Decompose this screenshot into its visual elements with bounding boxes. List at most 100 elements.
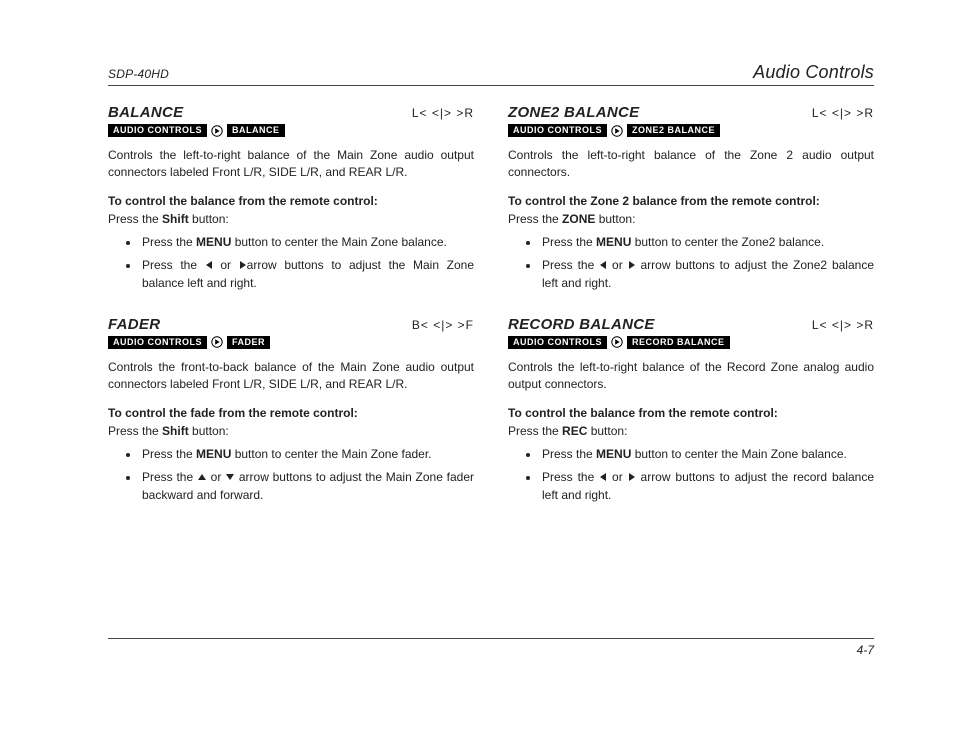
page-footer: 4-7 — [108, 638, 874, 657]
list-item: Press the MENU button to center the Zone… — [540, 234, 874, 251]
b1-pre: Press the — [542, 447, 596, 461]
press-pre: Press the — [508, 424, 562, 438]
press-line: Press the Shift button: — [108, 212, 474, 226]
section-zone2: ZONE2 BALANCE L< <|> >R AUDIO CONTROLS Z… — [508, 104, 874, 292]
b1-post: button to center the Zone2 balance. — [631, 235, 824, 249]
crumb-arrow-icon — [211, 125, 223, 137]
list-item: Press the MENU button to center the Main… — [140, 446, 474, 463]
arrow-left-icon — [600, 261, 606, 269]
b1-btn: MENU — [596, 235, 631, 249]
press-post: button: — [189, 424, 229, 438]
press-pre: Press the — [108, 424, 162, 438]
arrow-left-icon — [206, 261, 212, 269]
arrow-right-icon — [629, 473, 635, 481]
arrow-up-icon — [198, 474, 206, 480]
section-desc: Controls the left-to-right balance of th… — [108, 147, 474, 182]
list-item: Press the or arrow buttons to adjust the… — [140, 257, 474, 292]
range-indicator: L< <|> >R — [812, 318, 874, 332]
list-item: Press the MENU button to center the Main… — [140, 234, 474, 251]
columns: BALANCE L< <|> >R AUDIO CONTROLS BALANCE… — [108, 104, 874, 528]
press-post: button: — [587, 424, 627, 438]
section-record: RECORD BALANCE L< <|> >R AUDIO CONTROLS … — [508, 316, 874, 504]
section-desc: Controls the left-to-right balance of th… — [508, 147, 874, 182]
section-title: BALANCE — [108, 104, 183, 121]
bullet-list: Press the MENU button to center the Main… — [508, 446, 874, 504]
crumb-leaf: RECORD BALANCE — [627, 336, 730, 349]
section-title: RECORD BALANCE — [508, 316, 655, 333]
section-balance: BALANCE L< <|> >R AUDIO CONTROLS BALANCE… — [108, 104, 474, 292]
crumb-root: AUDIO CONTROLS — [508, 124, 607, 137]
arrow-right-icon — [240, 261, 246, 269]
range-indicator: L< <|> >R — [812, 106, 874, 120]
crumb-arrow-icon — [211, 336, 223, 348]
page-header: SDP-40HD Audio Controls — [108, 62, 874, 86]
b2-mid: or — [213, 258, 239, 272]
b2-mid: or — [207, 470, 225, 484]
press-line: Press the ZONE button: — [508, 212, 874, 226]
press-pre: Press the — [508, 212, 562, 226]
page-number: 4-7 — [857, 643, 874, 657]
breadcrumb: AUDIO CONTROLS RECORD BALANCE — [508, 336, 874, 349]
left-column: BALANCE L< <|> >R AUDIO CONTROLS BALANCE… — [108, 104, 474, 528]
list-item: Press the or arrow buttons to adjust the… — [540, 469, 874, 504]
section-head: RECORD BALANCE L< <|> >R — [508, 316, 874, 333]
section-fader: FADER B< <|> >F AUDIO CONTROLS FADER Con… — [108, 316, 474, 504]
breadcrumb: AUDIO CONTROLS FADER — [108, 336, 474, 349]
b2-mid: or — [607, 258, 627, 272]
breadcrumb: AUDIO CONTROLS BALANCE — [108, 124, 474, 137]
crumb-root: AUDIO CONTROLS — [108, 124, 207, 137]
bullet-list: Press the MENU button to center the Main… — [108, 446, 474, 504]
section-title: ZONE2 BALANCE — [508, 104, 639, 121]
section-subhead: To control the fade from the remote cont… — [108, 406, 474, 420]
section-head: ZONE2 BALANCE L< <|> >R — [508, 104, 874, 121]
range-indicator: B< <|> >F — [412, 318, 474, 332]
page: SDP-40HD Audio Controls BALANCE L< <|> >… — [0, 0, 954, 697]
press-btn: ZONE — [562, 212, 595, 226]
press-btn: Shift — [162, 424, 189, 438]
b1-btn: MENU — [596, 447, 631, 461]
press-line: Press the Shift button: — [108, 424, 474, 438]
crumb-leaf: FADER — [227, 336, 270, 349]
b2-pre: Press the — [142, 470, 197, 484]
section-subhead: To control the balance from the remote c… — [108, 194, 474, 208]
crumb-arrow-icon — [611, 125, 623, 137]
bullet-list: Press the MENU button to center the Zone… — [508, 234, 874, 292]
b1-post: button to center the Main Zone fader. — [231, 447, 431, 461]
list-item: Press the or arrow buttons to adjust the… — [540, 257, 874, 292]
section-subhead: To control the balance from the remote c… — [508, 406, 874, 420]
b1-pre: Press the — [542, 235, 596, 249]
b2-pre: Press the — [542, 470, 599, 484]
breadcrumb: AUDIO CONTROLS ZONE2 BALANCE — [508, 124, 874, 137]
b1-post: button to center the Main Zone balance. — [231, 235, 446, 249]
bullet-list: Press the MENU button to center the Main… — [108, 234, 474, 292]
press-btn: Shift — [162, 212, 189, 226]
model-label: SDP-40HD — [108, 67, 169, 81]
arrow-left-icon — [600, 473, 606, 481]
range-indicator: L< <|> >R — [412, 106, 474, 120]
section-desc: Controls the left-to-right balance of th… — [508, 359, 874, 394]
b1-post: button to center the Main Zone balance. — [631, 447, 846, 461]
crumb-root: AUDIO CONTROLS — [508, 336, 607, 349]
press-post: button: — [189, 212, 229, 226]
crumb-leaf: BALANCE — [227, 124, 285, 137]
b2-mid: or — [607, 470, 627, 484]
section-title: FADER — [108, 316, 160, 333]
right-column: ZONE2 BALANCE L< <|> >R AUDIO CONTROLS Z… — [508, 104, 874, 528]
arrow-down-icon — [226, 474, 234, 480]
crumb-root: AUDIO CONTROLS — [108, 336, 207, 349]
section-subhead: To control the Zone 2 balance from the r… — [508, 194, 874, 208]
crumb-arrow-icon — [611, 336, 623, 348]
crumb-leaf: ZONE2 BALANCE — [627, 124, 720, 137]
press-line: Press the REC button: — [508, 424, 874, 438]
press-post: button: — [595, 212, 635, 226]
press-pre: Press the — [108, 212, 162, 226]
b1-btn: MENU — [196, 447, 231, 461]
arrow-right-icon — [629, 261, 635, 269]
b2-pre: Press the — [142, 258, 205, 272]
b1-pre: Press the — [142, 447, 196, 461]
list-item: Press the MENU button to center the Main… — [540, 446, 874, 463]
list-item: Press the or arrow buttons to adjust the… — [140, 469, 474, 504]
section-head: FADER B< <|> >F — [108, 316, 474, 333]
section-head: BALANCE L< <|> >R — [108, 104, 474, 121]
chapter-title: Audio Controls — [753, 62, 874, 83]
